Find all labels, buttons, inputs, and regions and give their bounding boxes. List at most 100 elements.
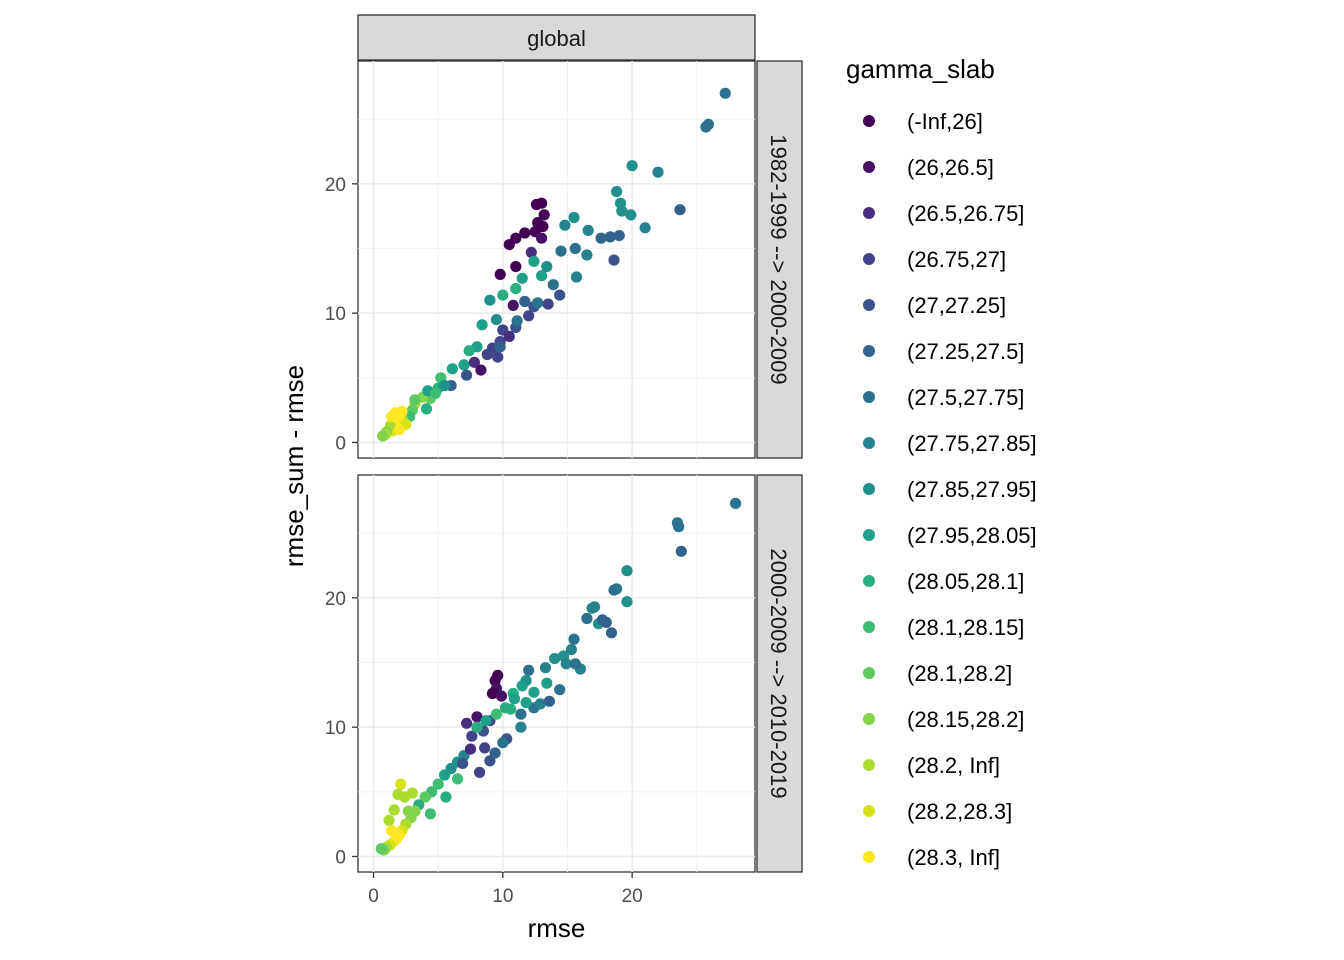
data-point xyxy=(494,341,506,353)
data-point xyxy=(492,351,504,363)
legend-key xyxy=(863,345,875,357)
data-point xyxy=(519,227,531,239)
data-point xyxy=(625,209,637,221)
y-tick-label: 10 xyxy=(325,718,346,739)
data-point xyxy=(541,677,553,689)
data-point xyxy=(586,602,598,614)
x-tick-label: 10 xyxy=(492,886,513,907)
legend-label: (-Inf,26] xyxy=(907,109,983,134)
data-point xyxy=(536,270,548,282)
data-point xyxy=(675,545,687,557)
data-point xyxy=(481,348,493,361)
legend-label: (27.95,28.05] xyxy=(907,523,1037,548)
data-point xyxy=(560,658,572,670)
data-point xyxy=(671,517,684,529)
legend-label: (27.75,27.85] xyxy=(907,431,1037,456)
facet-row-label-1: 1982-1999 --> 2000-2009 xyxy=(766,134,791,384)
legend-label: (27.85,27.95] xyxy=(907,477,1037,502)
legend-key xyxy=(863,851,875,863)
data-point xyxy=(386,825,398,837)
data-point xyxy=(479,742,491,754)
data-point xyxy=(534,698,546,710)
data-point xyxy=(490,708,502,720)
data-point xyxy=(439,380,451,392)
legend-key xyxy=(863,621,875,633)
data-point xyxy=(386,411,398,423)
legend-label: (27.5,27.75] xyxy=(907,385,1024,410)
legend-key xyxy=(863,575,875,587)
data-point xyxy=(476,319,488,331)
data-point xyxy=(719,87,731,99)
data-point xyxy=(503,239,515,251)
data-point xyxy=(516,272,528,284)
legend-key xyxy=(863,805,875,817)
x-axis-title: rmse xyxy=(528,913,586,943)
data-point xyxy=(555,245,567,257)
data-point xyxy=(554,684,566,696)
x-tick-label: 0 xyxy=(368,886,379,907)
data-point xyxy=(507,299,519,311)
data-point xyxy=(542,298,554,310)
legend-label: (28.3, Inf] xyxy=(907,845,1000,870)
legend-key xyxy=(863,391,875,403)
data-point xyxy=(639,222,651,234)
data-point xyxy=(530,198,543,211)
data-point xyxy=(536,232,548,244)
y-tick-label: 20 xyxy=(325,589,346,610)
legend-label: (26,26.5] xyxy=(907,155,994,180)
y-tick-label: 0 xyxy=(335,847,346,868)
data-point xyxy=(528,686,540,698)
data-point xyxy=(375,843,387,855)
data-point xyxy=(497,289,509,301)
facet-strip-right-2: 2000-2009 --> 2010-2019 xyxy=(756,474,803,873)
data-point xyxy=(515,721,527,733)
y-tick-label: 10 xyxy=(325,304,346,325)
legend-label: (28.2,28.3] xyxy=(907,799,1012,824)
data-point xyxy=(505,703,517,715)
data-point xyxy=(402,805,414,817)
data-point xyxy=(611,186,623,198)
data-point xyxy=(464,743,477,755)
y-axis-title: rmse_sum - rmse xyxy=(279,365,309,567)
data-point xyxy=(471,711,483,723)
data-point xyxy=(519,295,531,308)
data-point xyxy=(516,680,528,692)
data-point xyxy=(486,687,499,700)
data-point xyxy=(532,297,544,309)
legend-key xyxy=(863,207,875,219)
data-point xyxy=(626,160,638,172)
legend-label: (26.5,26.75] xyxy=(907,201,1024,226)
data-point xyxy=(396,405,408,417)
data-point xyxy=(490,314,502,326)
legend-label: (26.75,27] xyxy=(907,247,1006,272)
data-point xyxy=(388,804,400,816)
data-point xyxy=(420,403,433,415)
data-point xyxy=(568,211,580,224)
data-point xyxy=(439,769,451,781)
data-point xyxy=(466,730,478,742)
data-point xyxy=(495,690,508,702)
y-axis-ticks: 0 10 20 0 10 20 xyxy=(325,175,358,868)
data-point xyxy=(523,664,535,676)
x-tick-label: 20 xyxy=(622,886,643,907)
x-axis-ticks: 0 10 20 xyxy=(368,872,643,907)
data-point xyxy=(392,788,404,801)
data-point xyxy=(570,271,583,283)
data-point xyxy=(484,294,496,306)
data-point xyxy=(497,737,509,749)
data-point xyxy=(700,121,712,133)
data-point xyxy=(528,255,540,267)
data-point xyxy=(432,778,444,790)
legend-title: gamma_slab xyxy=(846,54,995,84)
legend-key xyxy=(863,437,875,449)
data-point xyxy=(616,205,628,217)
data-point xyxy=(395,778,407,790)
data-point xyxy=(510,283,522,295)
data-point xyxy=(510,261,522,273)
data-point xyxy=(471,721,483,733)
panel-top-points xyxy=(377,87,731,442)
data-point xyxy=(613,230,625,242)
data-point xyxy=(523,310,535,322)
legend-key xyxy=(863,759,875,771)
panel-top xyxy=(357,60,756,459)
